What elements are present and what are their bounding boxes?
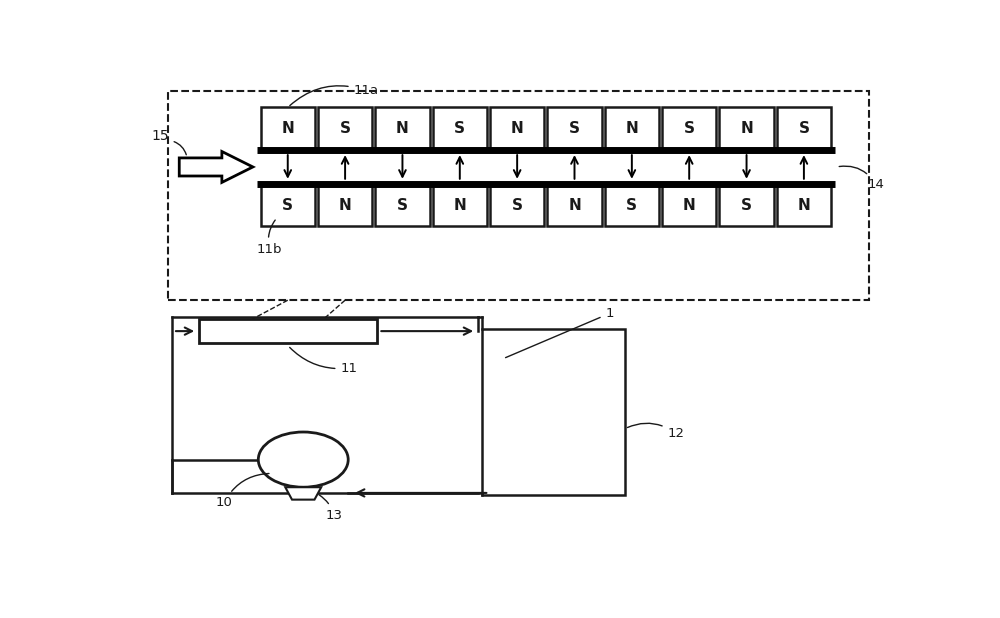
FancyBboxPatch shape [199,320,377,343]
FancyBboxPatch shape [777,184,831,226]
FancyBboxPatch shape [482,329,625,495]
FancyBboxPatch shape [433,108,487,150]
Text: S: S [397,198,408,213]
Text: S: S [741,198,752,213]
Text: N: N [281,121,294,137]
Text: N: N [453,198,466,213]
Text: 11a: 11a [290,84,379,106]
FancyBboxPatch shape [168,91,869,300]
Text: S: S [798,121,809,137]
Text: N: N [396,121,409,137]
Text: N: N [683,198,696,213]
Text: N: N [568,198,581,213]
FancyBboxPatch shape [318,108,372,150]
FancyBboxPatch shape [433,184,487,226]
Polygon shape [179,151,253,182]
FancyBboxPatch shape [375,184,430,226]
Text: N: N [511,121,524,137]
Text: S: S [340,121,351,137]
FancyBboxPatch shape [490,184,544,226]
Text: 12: 12 [627,423,684,440]
Text: 11: 11 [290,347,357,375]
Text: 13: 13 [319,495,343,522]
Text: S: S [512,198,523,213]
Text: 15: 15 [151,129,169,143]
FancyBboxPatch shape [605,108,659,150]
FancyBboxPatch shape [318,184,372,226]
FancyBboxPatch shape [605,184,659,226]
FancyBboxPatch shape [777,108,831,150]
Text: N: N [339,198,351,213]
Text: 11b: 11b [257,220,282,256]
Text: 1: 1 [506,307,614,358]
Text: S: S [626,198,637,213]
FancyBboxPatch shape [375,108,430,150]
Text: S: S [454,121,465,137]
FancyBboxPatch shape [547,184,602,226]
Text: S: S [684,121,695,137]
FancyBboxPatch shape [662,184,716,226]
FancyBboxPatch shape [662,108,716,150]
Circle shape [258,432,348,487]
FancyBboxPatch shape [261,108,315,150]
Text: S: S [282,198,293,213]
Polygon shape [285,487,321,499]
Text: N: N [798,198,810,213]
Text: S: S [569,121,580,137]
FancyBboxPatch shape [719,108,774,150]
FancyBboxPatch shape [547,108,602,150]
Text: N: N [625,121,638,137]
Text: 14: 14 [839,166,884,192]
FancyBboxPatch shape [490,108,544,150]
Text: 10: 10 [216,473,269,509]
Text: N: N [740,121,753,137]
FancyBboxPatch shape [261,184,315,226]
FancyBboxPatch shape [719,184,774,226]
